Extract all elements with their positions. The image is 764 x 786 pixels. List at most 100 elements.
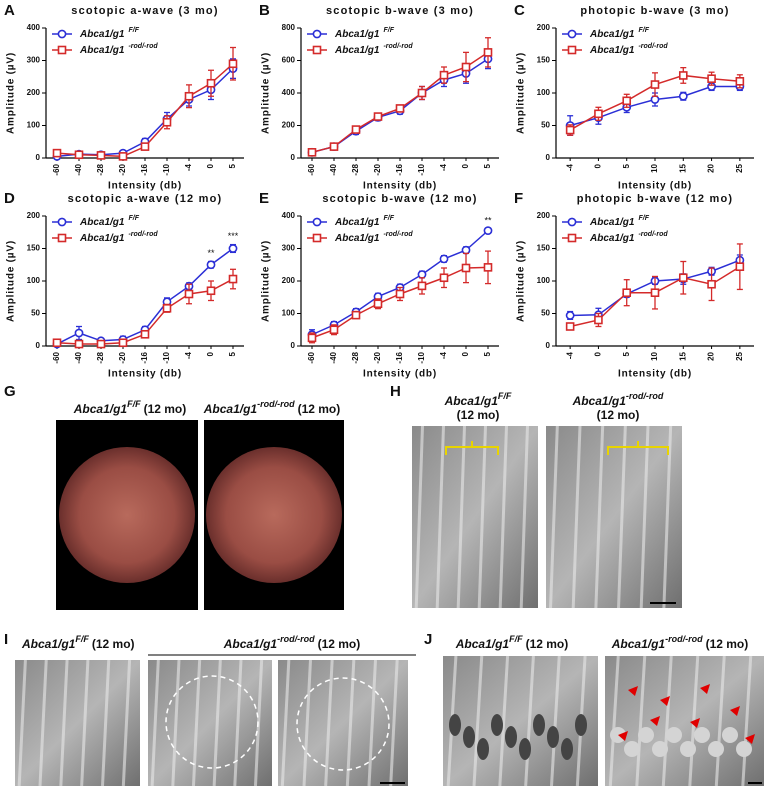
arrowhead <box>660 696 670 706</box>
chart-title: photopic b-wave (3 mo) <box>580 5 729 17</box>
marker <box>351 310 361 320</box>
x-axis-label: Intensity (db) <box>363 181 437 192</box>
droplet <box>491 714 503 736</box>
legend-name: Abca1/g1 <box>589 217 635 228</box>
legend-name: Abca1/g1 <box>589 29 635 40</box>
marker <box>118 338 128 348</box>
caption-genotype: Abca1/g1 <box>223 637 278 651</box>
marker <box>417 270 427 279</box>
x-tick-label: -4 <box>565 163 574 171</box>
marker <box>622 96 632 106</box>
y-tick-label: 0 <box>546 153 551 162</box>
droplet <box>624 741 640 757</box>
image-caption: Abca1/g1-rod/-rod (12 mo) <box>572 391 664 422</box>
caption-genotype: Abca1/g1 <box>73 402 128 416</box>
y-tick-label: 50 <box>31 309 40 318</box>
marker <box>650 288 660 298</box>
image-caption: Abca1/g1F/F (12 mo) <box>73 399 187 416</box>
y-tick-label: 400 <box>282 88 296 97</box>
marker <box>483 226 493 236</box>
texture <box>498 655 510 786</box>
panel-label: H <box>390 383 401 400</box>
x-tick-label: -10 <box>417 163 426 175</box>
marker <box>594 109 603 119</box>
bracket <box>445 441 499 455</box>
texture <box>472 655 484 786</box>
marker <box>162 303 172 313</box>
marker <box>312 45 322 55</box>
x-tick-label: 20 <box>707 351 716 360</box>
x-axis-label: Intensity (db) <box>618 369 692 380</box>
droplet <box>449 714 461 736</box>
caption-superscript: -rod/-rod <box>665 634 703 644</box>
image-caption: Abca1/g1F/F (12 mo) <box>21 634 135 651</box>
y-tick-label: 0 <box>546 341 551 350</box>
marker <box>74 328 84 338</box>
marker <box>707 279 716 289</box>
caption-age: (12 mo) <box>144 402 187 416</box>
legend-entry: Abca1/g1 -rod/-rod <box>334 231 413 244</box>
x-tick-label: 5 <box>622 351 631 356</box>
marker <box>228 59 238 69</box>
texture <box>519 425 529 609</box>
y-tick-label: 800 <box>282 23 296 32</box>
micrograph <box>278 660 408 786</box>
x-tick-label: -40 <box>329 163 338 175</box>
caption-genotype: Abca1/g1 <box>572 394 627 408</box>
y-axis-label: Amplitude (µV) <box>516 52 527 134</box>
marker <box>461 245 471 255</box>
y-tick-label: 200 <box>282 276 296 285</box>
droplet <box>694 727 710 743</box>
texture <box>608 655 620 786</box>
marker <box>118 152 128 161</box>
texture <box>389 659 399 786</box>
texture <box>302 659 312 786</box>
texture <box>150 659 160 786</box>
x-tick-label: -16 <box>395 351 404 363</box>
y-tick-label: 100 <box>27 276 41 285</box>
marker <box>184 289 194 299</box>
y-axis-label: Amplitude (µV) <box>6 240 17 322</box>
texture <box>714 655 726 786</box>
caption-age: (12 mo) <box>597 408 640 422</box>
legend-entry: Abca1/g1 -rod/-rod <box>334 43 413 56</box>
marker <box>74 339 84 349</box>
marker <box>678 273 688 283</box>
texture <box>477 425 487 609</box>
y-tick-label: 150 <box>537 244 551 253</box>
legend-superscript: F/F <box>638 27 649 34</box>
series-line <box>311 230 489 336</box>
y-axis-label: Amplitude (µV) <box>261 240 272 322</box>
droplet <box>736 741 752 757</box>
panel-label: A <box>4 2 15 19</box>
caption-genotype: Abca1/g1 <box>21 637 76 651</box>
series-line <box>311 266 489 339</box>
caption-genotype: Abca1/g1 <box>444 394 499 408</box>
caption-superscript: -rod/-rod <box>257 399 295 409</box>
x-tick-label: -20 <box>118 163 127 175</box>
texture <box>233 659 243 786</box>
chart-title: scotopic b-wave (3 mo) <box>326 5 474 17</box>
y-tick-label: 300 <box>27 56 41 65</box>
bracket <box>607 441 669 455</box>
texture <box>80 659 90 786</box>
y-axis-label: Amplitude (µV) <box>261 52 272 134</box>
arrowhead <box>650 716 660 726</box>
marker <box>140 142 150 151</box>
y-tick-label: 0 <box>291 341 296 350</box>
marker <box>678 71 688 80</box>
x-tick-label: -20 <box>118 351 127 363</box>
caption-age: (12 mo) <box>298 402 341 416</box>
legend-name: Abca1/g1 <box>589 45 635 56</box>
x-tick-label: -28 <box>351 351 360 363</box>
chart-title: photopic b-wave (12 mo) <box>577 193 734 205</box>
micrograph <box>15 660 140 786</box>
texture <box>498 425 508 609</box>
legend-entry: Abca1/g1 F/F <box>334 215 395 228</box>
droplet <box>638 727 654 743</box>
marker <box>565 125 575 135</box>
x-tick-label: -20 <box>373 351 382 363</box>
marker <box>373 112 383 121</box>
fundus <box>206 447 342 583</box>
caption-genotype: Abca1/g1 <box>611 637 666 651</box>
